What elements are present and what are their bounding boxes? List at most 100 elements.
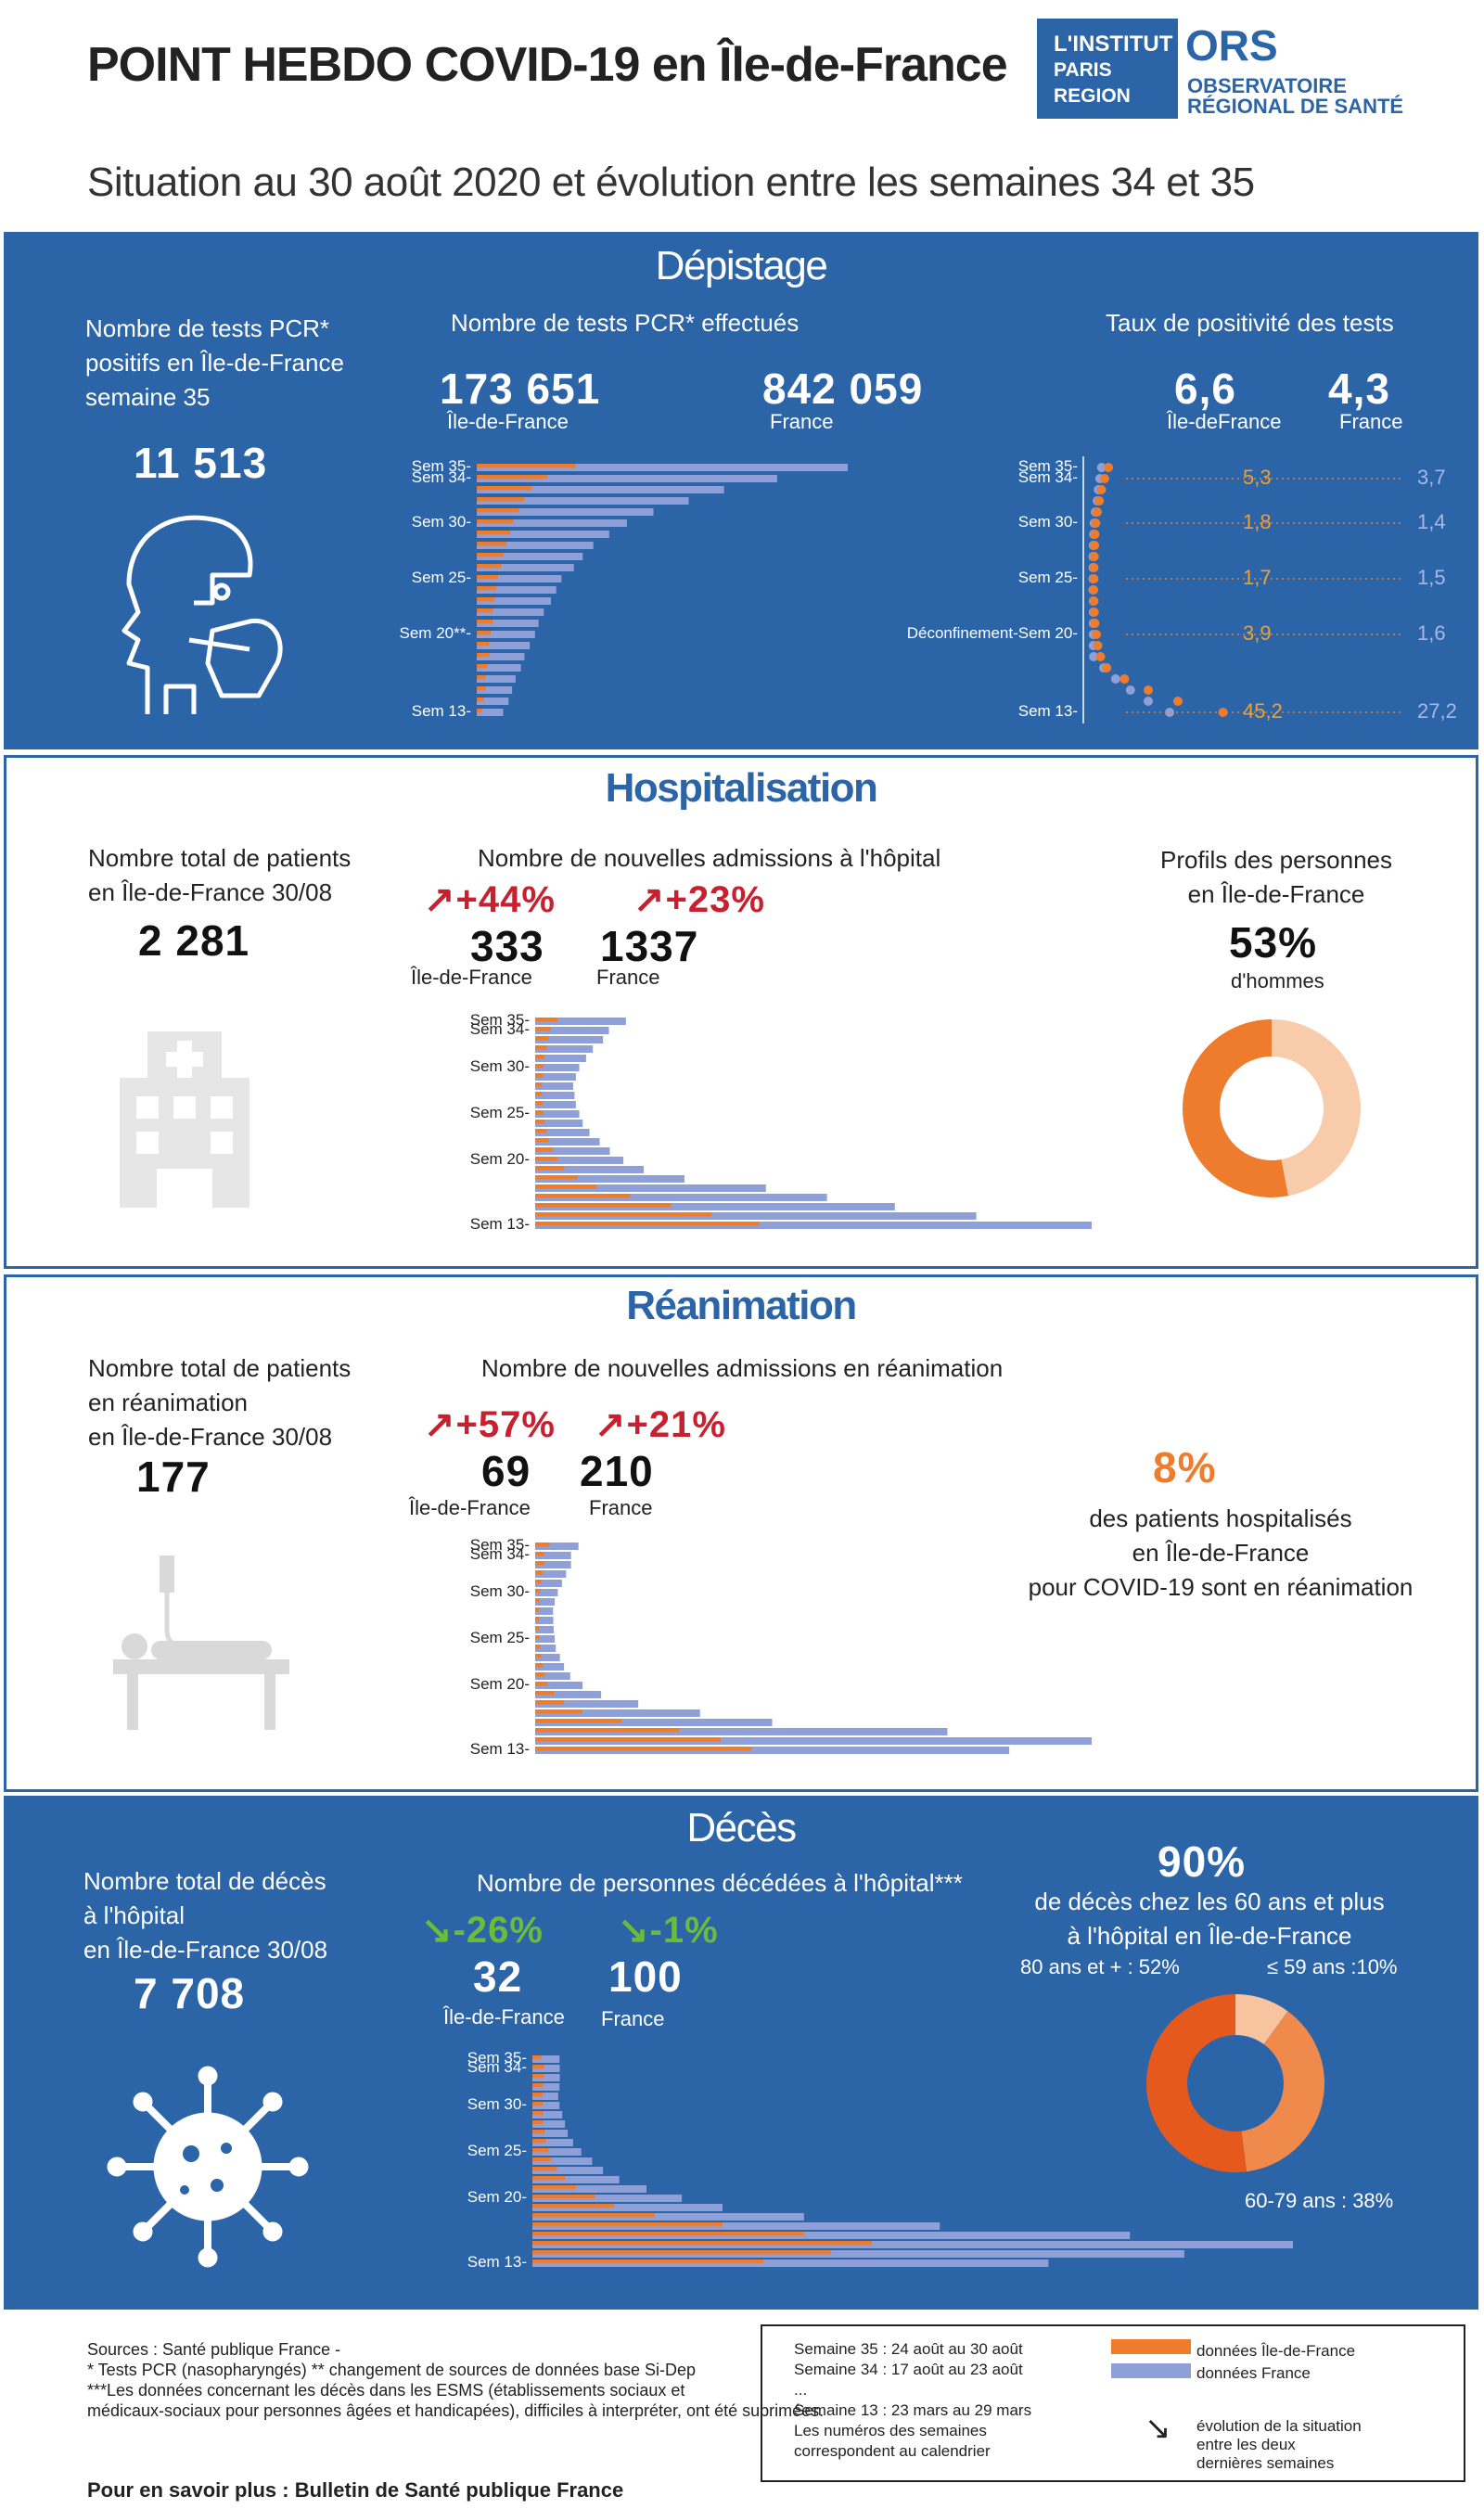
bar-idf [535,1110,544,1115]
bar-france [535,1709,700,1717]
bar-france [477,653,525,660]
bar-idf [535,1082,542,1087]
panel-title: Décès [686,1805,797,1850]
positivity-scatter-chart: Sem 35-Sem 34- Sem 30- Sem 25- Déconfinemen… [907,456,1457,723]
bar-france [535,1663,565,1671]
trend-down-arrow-icon: ↘ [421,1910,454,1951]
bar-idf [535,1129,547,1133]
bar-france [535,1222,1092,1229]
bar-france [477,519,627,527]
point-idf [1092,507,1102,517]
bar-france [477,664,521,672]
label-line: pour COVID-19 sont en réanimation [1028,1573,1414,1601]
bar-idf [477,631,492,635]
point-idf [1089,563,1099,572]
bar-france [535,1138,600,1146]
institut-logo: L'INSTITUT PARIS REGION [1037,19,1178,119]
logo-line: OBSERVATOIRE [1187,74,1347,97]
bar-france [532,2074,560,2081]
logo-line: PARIS [1054,59,1112,81]
bar-france [535,1728,948,1735]
admissions-label: Nombre de nouvelles admissions à l'hôpit… [478,844,941,872]
total-patients-value: 2 281 [138,916,250,965]
bar-idf [535,1747,752,1751]
axis-tick-label: Sem 25- [470,1104,530,1121]
age-donut-chart [1146,1994,1324,2172]
legend-label-fr: données France [1196,2364,1311,2382]
bar-france [532,2241,1293,2248]
bar-france [477,675,516,683]
bar-france [535,1110,580,1118]
bar-france [477,620,539,627]
bar-idf [535,1682,548,1686]
donut-slice [1272,1019,1361,1197]
rate-idf-annotation: 3,9 [1243,621,1272,645]
bar-france [535,1175,684,1183]
bar-idf [532,2130,545,2134]
trend-up-arrow-icon: ↗ [424,1404,456,1445]
legend-swatch-idf [1111,2339,1191,2354]
bar-idf [535,1064,544,1069]
more-info-link[interactable]: Pour en savoir plus : Bulletin de Santé … [87,2478,624,2502]
weeks-note: Semaine 35 : 24 août au 30 août Semaine … [794,2339,1031,2462]
axis-tick-label: Sem 34- [1018,468,1078,486]
admissions-bar-chart: Sem 35-Sem 34- Sem 30- Sem 25- Sem 20- Sem 1… [470,1011,1092,1233]
tests-fr-label: France [770,410,834,433]
bar-idf [477,497,525,502]
point-idf [1173,697,1183,706]
bar-idf [477,553,504,557]
icu-idf-value: 69 [481,1447,531,1495]
weeks-line: correspondent au calendrier [794,2442,991,2460]
bar-idf [477,608,493,613]
bar-idf [535,1561,544,1566]
bar-france [535,1055,586,1062]
bar-idf [477,564,502,569]
rate-idf-label: Île-deFrance [1167,410,1282,433]
bar-idf [535,1719,622,1723]
bar-idf [535,1194,631,1198]
bar-france [477,608,544,616]
change-value: +44% [455,879,556,920]
axis-tick-label: Sem 30- [470,1582,530,1600]
bar-france [535,1691,602,1698]
gender-donut-chart [1183,1019,1361,1197]
point-idf [1095,652,1106,661]
bar-idf [535,1645,541,1649]
label-line: en Île-de-France [1132,1539,1310,1567]
bar-idf [535,1203,672,1208]
bar-idf [535,1607,540,1612]
rate-idf-annotation: 45,2 [1243,699,1283,723]
bar-idf [535,1036,549,1041]
bar-france [535,1607,554,1615]
rate-fr-label: France [1339,410,1403,433]
bar-france [535,1092,575,1099]
bar-idf [535,1073,544,1078]
bar-france [535,1147,610,1155]
bar-france [532,2232,1131,2239]
point-idf [1104,463,1114,472]
page-subtitle: Situation au 30 août 2020 et évolution e… [87,160,1255,205]
bar-france [532,2195,683,2202]
bar-idf [532,2176,566,2181]
bar-france [477,709,504,716]
bar-idf [532,2148,549,2153]
elderly-share-label: de décès chez les 60 ans et plus à l'hôp… [1024,1885,1395,1953]
point-idf [1144,685,1153,695]
bar-idf [535,1626,540,1631]
bar-idf [532,2111,544,2116]
bar-france [535,1598,556,1606]
point-idf [1089,574,1099,583]
bar-idf [535,1092,543,1096]
admissions-idf-label: Île-de-France [411,966,532,989]
legend-label-arrow: évolution de la situation entre les deux… [1196,2417,1362,2473]
bar-idf [477,675,486,680]
axis-tick-label: Sem 34- [412,468,471,486]
bar-idf [532,2195,595,2199]
bar-idf [535,1598,540,1603]
bar-france [535,1212,977,1220]
tests-fr-value: 842 059 [762,365,924,413]
bar-france [532,2120,566,2128]
icu-idf-label: Île-de-France [409,1496,531,1519]
label-line: des patients hospitalisés [1089,1504,1352,1532]
trend-up-arrow-icon: ↗ [633,879,666,920]
